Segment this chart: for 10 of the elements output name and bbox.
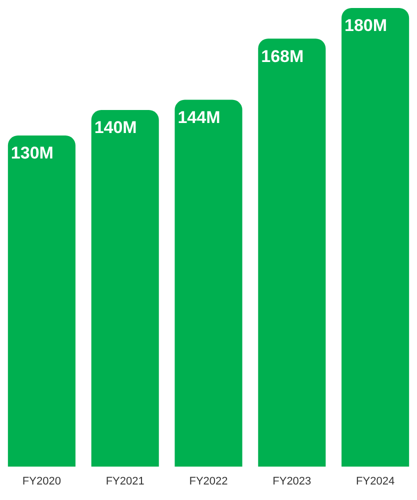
x-tick-label: FY2024: [356, 475, 395, 488]
x-tick-label: FY2020: [22, 475, 61, 488]
data-label: 130M: [10, 144, 54, 163]
data-label: 144M: [178, 108, 220, 127]
data-label: 180M: [344, 16, 388, 36]
data-label: 140M: [94, 118, 137, 138]
x-tick-label: FY2023: [272, 475, 312, 488]
x-tick-label: FY2022: [189, 475, 228, 488]
x-tick-label: FY2021: [106, 475, 144, 488]
data-label: 168M: [261, 46, 304, 66]
